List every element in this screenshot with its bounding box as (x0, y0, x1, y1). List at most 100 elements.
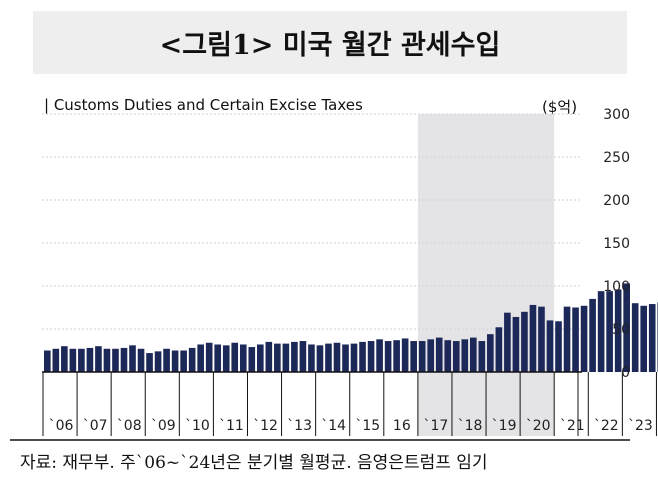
y-tick-label: 150 (603, 236, 630, 252)
bar-quarterly (274, 343, 281, 372)
bar-quarterly (614, 289, 622, 372)
bar-quarterly (470, 337, 477, 372)
bar-quarterly (504, 312, 511, 372)
bar-quarterly (555, 321, 562, 372)
subtitle-marker: | (44, 96, 54, 114)
y-tick-label: 0 (621, 365, 630, 381)
y-tick-label: 250 (603, 150, 630, 166)
bar-quarterly (376, 339, 383, 372)
x-tick-label: `12 (253, 418, 278, 434)
source-note: 자료: 재무부. 주`06~`24년은 분기별 월평균. 음영은트럼프 임기 (20, 453, 488, 473)
x-tick-label: `14 (321, 418, 346, 434)
bar-quarterly (580, 305, 588, 372)
x-tick-label: `19 (492, 418, 517, 434)
bar-quarterly (529, 304, 537, 372)
bar-quarterly (487, 334, 494, 372)
x-tick-label: `15 (355, 418, 380, 434)
bar-quarterly (606, 291, 613, 372)
bar-quarterly (205, 342, 213, 372)
chart-subtitle: | Customs Duties and Certain Excise Taxe… (44, 96, 363, 114)
x-tick-label: `11 (219, 418, 244, 434)
bar-quarterly (384, 341, 392, 372)
bar-quarterly (146, 353, 153, 372)
bar-quarterly (197, 344, 204, 372)
y-tick-label: 100 (603, 279, 630, 295)
bar-quarterly (401, 338, 409, 372)
x-tick-label: `21 (560, 418, 585, 434)
bar-quarterly (418, 341, 426, 372)
x-tick-label: `08 (117, 418, 142, 434)
bar-quarterly (325, 343, 332, 372)
bar-quarterly (572, 307, 579, 372)
x-tick-label: 16 (393, 418, 411, 434)
bar-quarterly (427, 339, 435, 372)
y-tick-label: 200 (603, 193, 630, 209)
bar-quarterly (461, 339, 469, 372)
bar-quarterly (103, 348, 111, 372)
x-tick-label: `18 (458, 418, 483, 434)
bar-quarterly (452, 341, 460, 372)
bar-quarterly (120, 347, 128, 372)
bar-quarterly (44, 350, 51, 372)
bar-quarterly (69, 348, 77, 372)
y-tick-label: 300 (603, 107, 630, 123)
bar-quarterly (52, 348, 60, 372)
bar-quarterly (257, 344, 264, 372)
bar-quarterly (316, 345, 324, 372)
bar-quarterly (282, 343, 290, 372)
bar-quarterly (521, 311, 528, 372)
bar-quarterly (444, 340, 452, 372)
x-tick-label: `13 (287, 418, 312, 434)
x-tick-label: `23 (628, 418, 653, 434)
bar-quarterly (137, 348, 145, 372)
bar-quarterly (512, 316, 520, 372)
x-tick-label: `17 (424, 418, 449, 434)
bar-quarterly (112, 348, 119, 372)
bar-quarterly (248, 347, 256, 372)
bar-quarterly (631, 303, 639, 372)
bar-quarterly (291, 341, 298, 372)
bar-quarterly (86, 347, 94, 372)
bar-quarterly (495, 327, 503, 372)
bar-quarterly (265, 341, 273, 372)
bar-quarterly (188, 347, 196, 372)
bar-quarterly (95, 346, 102, 372)
bar-quarterly (61, 346, 68, 372)
x-tick-label: `20 (526, 418, 551, 434)
bar-quarterly (299, 341, 307, 372)
bar-quarterly (154, 351, 162, 372)
bar-quarterly (163, 348, 170, 372)
bar-quarterly (589, 298, 596, 372)
x-tick-label: `10 (185, 418, 210, 434)
chart-subtitle-text: Customs Duties and Certain Excise Taxes (53, 96, 363, 114)
bar-quarterly (410, 341, 417, 372)
bar-quarterly (623, 283, 630, 372)
x-tick-label: `22 (594, 418, 619, 434)
bar-quarterly (129, 345, 136, 372)
bar-quarterly (333, 342, 341, 372)
bar-quarterly (563, 306, 571, 372)
bar-quarterly (180, 350, 187, 372)
bar-quarterly (597, 291, 605, 372)
bar-quarterly (239, 344, 247, 372)
title-bar: <그림1> 미국 월간 관세수입 (33, 11, 627, 74)
y-tick-label: 50 (612, 322, 630, 338)
bar-quarterly (231, 342, 239, 372)
bar-quarterly (350, 343, 358, 372)
bar-quarterly (222, 345, 230, 372)
bar-quarterly (640, 305, 648, 372)
x-tick-label: `06 (49, 418, 74, 434)
bar-quarterly (367, 341, 375, 372)
x-tick-label: `07 (83, 418, 108, 434)
bar-quarterly (359, 341, 366, 372)
bar-quarterly (648, 304, 656, 372)
unit-label: ($억) (542, 98, 578, 116)
x-tick-label: `09 (151, 418, 176, 434)
bar-quarterly (342, 344, 349, 372)
bar-quarterly (546, 320, 554, 372)
bar-quarterly (171, 350, 179, 372)
bar-quarterly (78, 348, 85, 372)
bar-quarterly (435, 337, 443, 372)
bar-quarterly (478, 341, 486, 372)
